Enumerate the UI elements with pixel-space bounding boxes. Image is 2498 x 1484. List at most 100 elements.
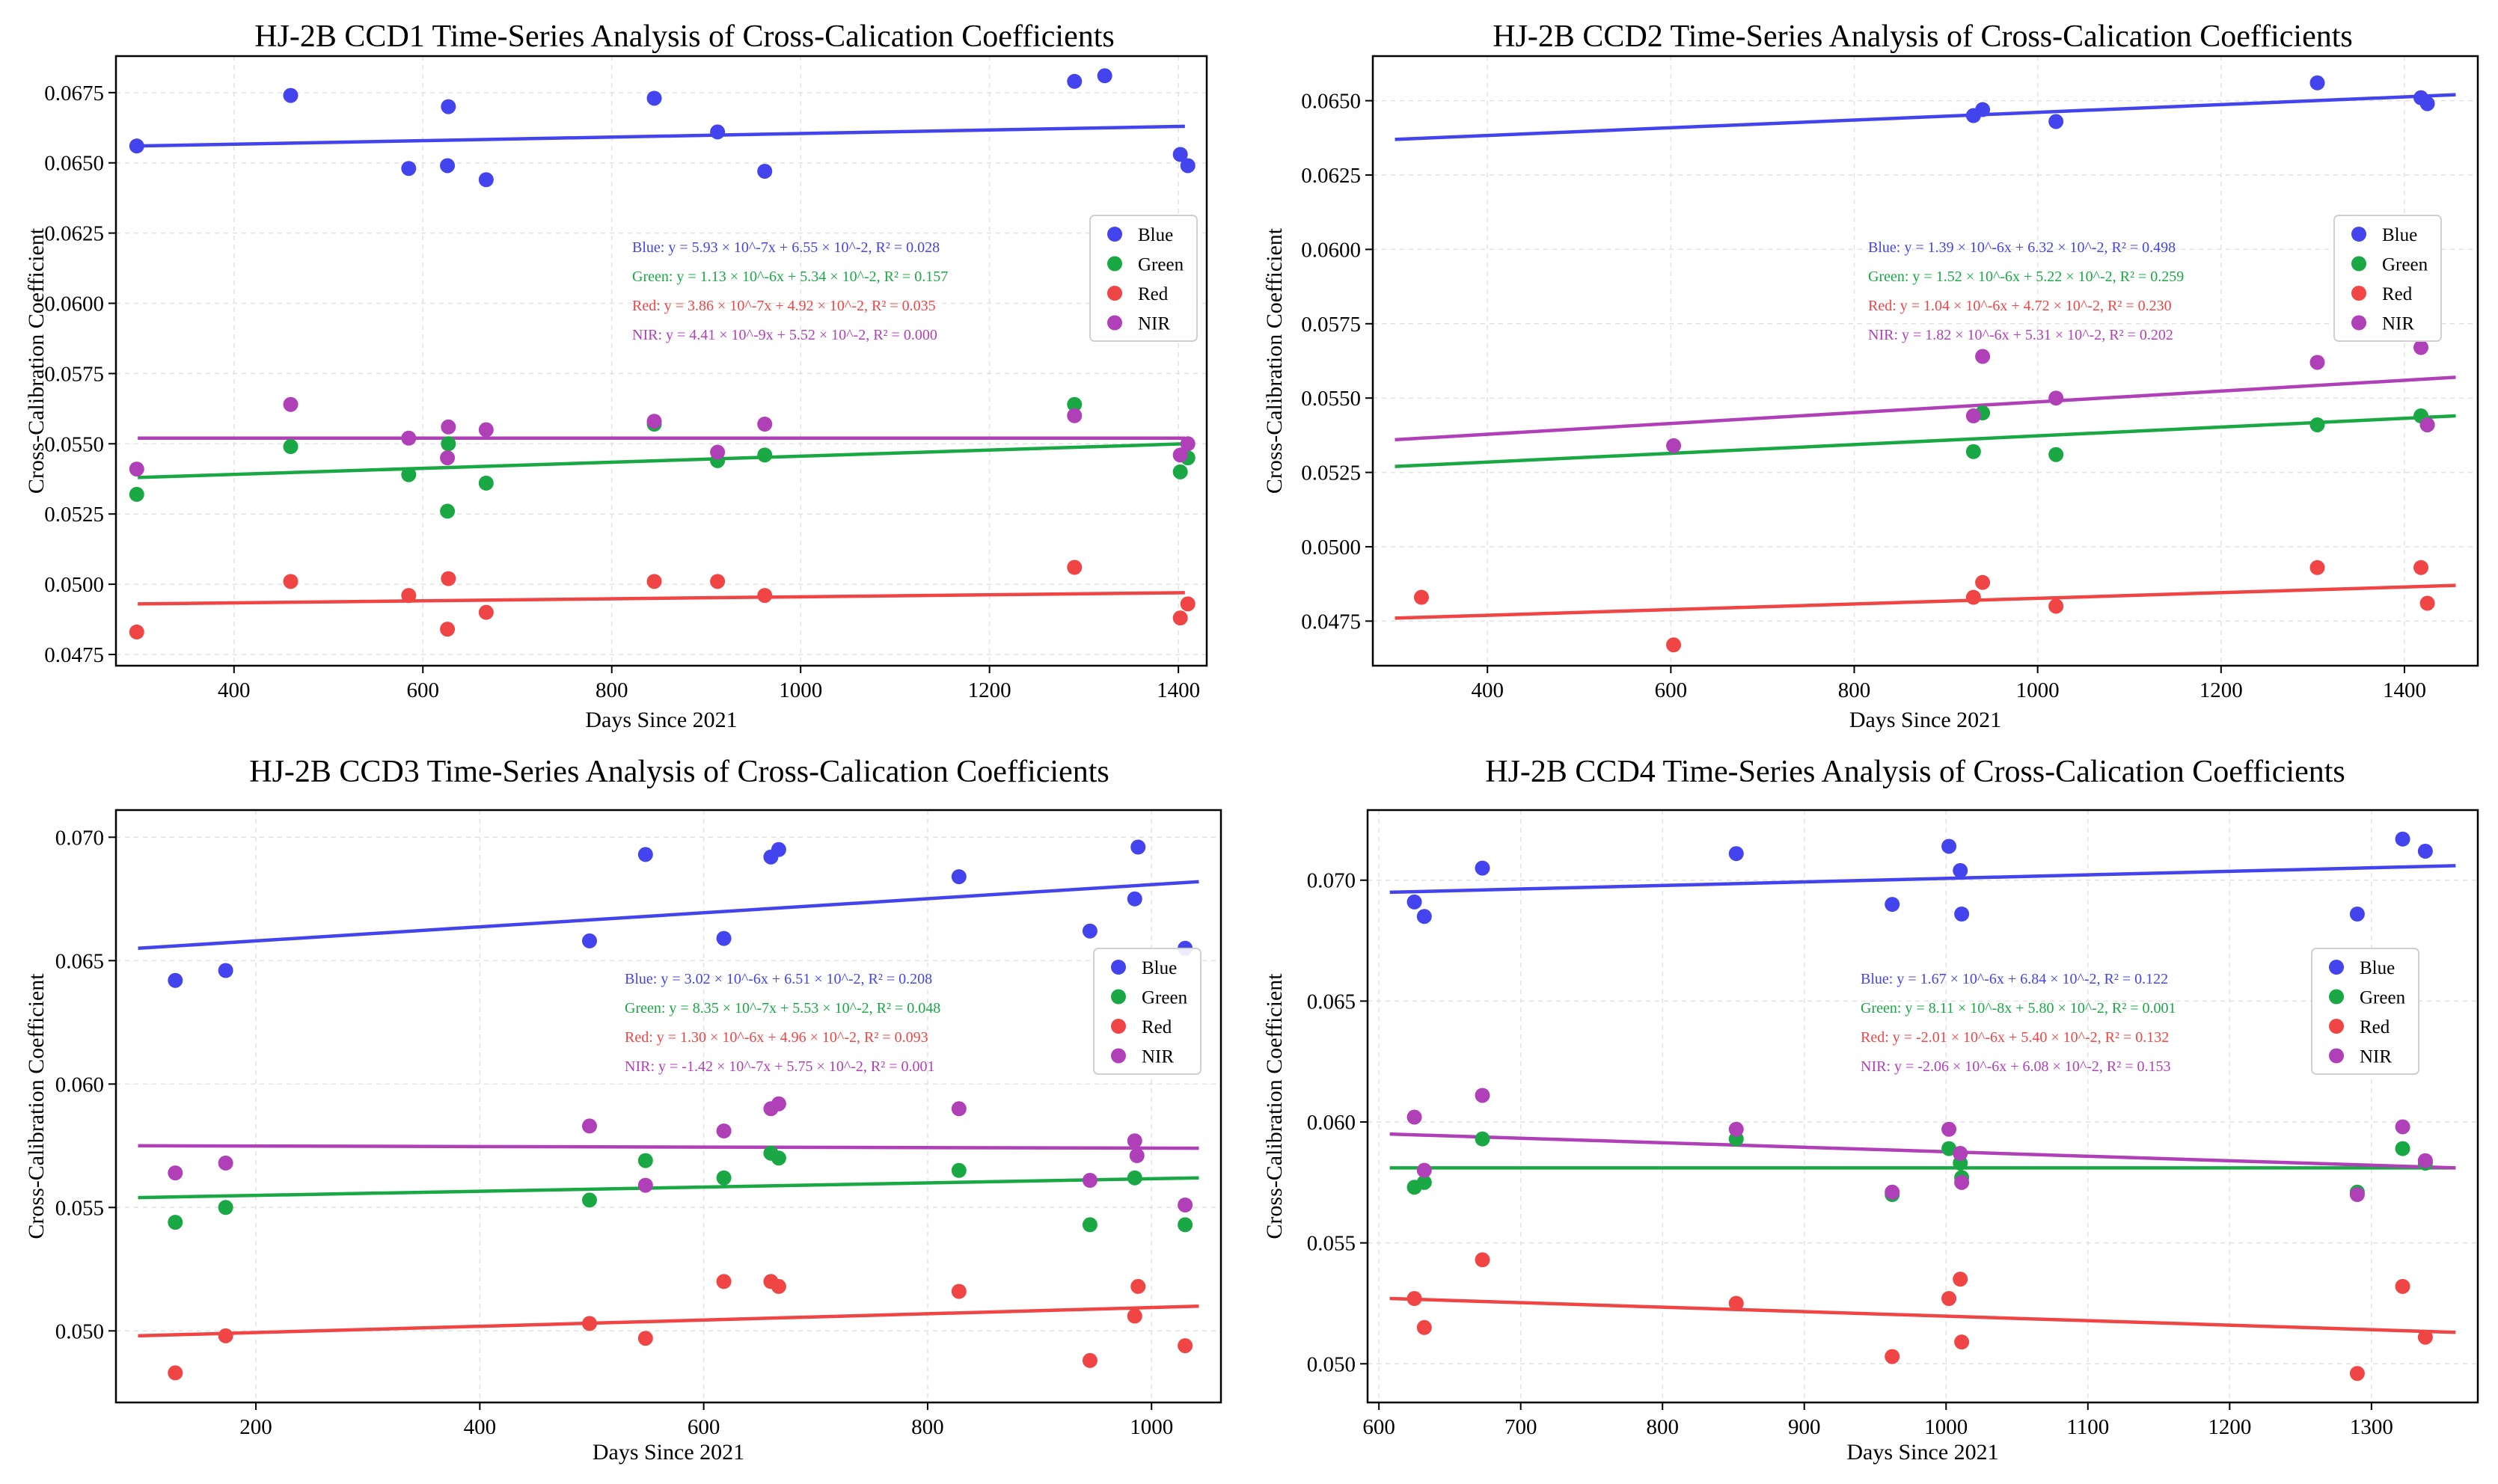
data-point-blue <box>646 91 662 106</box>
data-point-blue <box>1127 891 1142 907</box>
legend: Blue Green Red NIR <box>2333 215 2442 342</box>
plot-area <box>116 56 1207 666</box>
legend-marker-nir <box>1107 315 1122 331</box>
data-point-nir <box>218 1155 233 1171</box>
legend-label-red: Red <box>2382 284 2413 304</box>
equation-green: Green: y = 1.52 × 10^-6x + 5.22 × 10^-2,… <box>1868 269 2184 285</box>
chart-panel-ccd3: 200 400 600 800 1000 0.050 0.055 0.060 0.065 0.07… <box>24 755 1222 1465</box>
equation-blue: Blue: y = 5.93 × 10^-7x + 6.55 × 10^-2, … <box>632 239 940 256</box>
data-point-blue <box>478 172 494 188</box>
data-point-nir <box>1416 1162 1432 1178</box>
data-point-blue <box>710 124 726 140</box>
y-axis-label: Cross-Calibration Coefficient <box>1262 973 1287 1239</box>
data-point-red <box>2309 559 2325 575</box>
data-point-blue <box>2419 96 2435 111</box>
data-point-blue <box>2048 114 2064 129</box>
x-tick-label: 600 <box>1362 1415 1395 1439</box>
data-point-nir <box>2309 355 2325 370</box>
data-point-nir <box>710 444 726 460</box>
y-tick-label: 0.050 <box>55 1319 104 1343</box>
data-point-red <box>441 571 456 586</box>
data-point-red <box>2413 559 2429 575</box>
data-point-green <box>1172 464 1188 479</box>
x-tick-label: 1000 <box>1924 1415 1968 1439</box>
legend-label-blue: Blue <box>2360 958 2395 978</box>
data-point-green <box>2309 417 2325 432</box>
data-point-nir <box>1178 1198 1193 1212</box>
plot-frame <box>1366 809 2479 1404</box>
legend-marker-blue <box>2329 960 2344 975</box>
y-tick-label: 0.055 <box>55 1196 104 1220</box>
legend-marker-nir <box>2329 1048 2344 1064</box>
data-point-red <box>478 604 494 620</box>
legend: Blue Green Red NIR <box>1093 948 1201 1075</box>
data-point-nir <box>646 414 662 429</box>
data-point-nir <box>637 1177 653 1193</box>
fit-line-blue <box>138 880 1199 951</box>
data-point-green <box>129 486 144 502</box>
data-point-nir <box>1941 1121 1957 1137</box>
x-tick-label: 600 <box>688 1415 720 1439</box>
chart-title: HJ-2B CCD4 Time-Series Analysis of Cross… <box>1485 755 2345 789</box>
legend-label-red: Red <box>2360 1017 2390 1037</box>
y-tick-label: 0.0650 <box>1301 90 1361 114</box>
y-tick-label: 0.050 <box>1307 1352 1356 1376</box>
chart-title: HJ-2B CCD1 Time-Series Analysis of Cross… <box>254 19 1115 54</box>
chart-panel-ccd1: 400 600 800 1000 1200 1400 0.0475 0.0500 0.0525 0… <box>24 19 1208 732</box>
data-point-nir <box>283 396 299 412</box>
legend-label-nir: NIR <box>1138 314 1170 334</box>
legend-marker-red <box>1107 286 1122 301</box>
y-tick-label: 0.070 <box>55 826 104 850</box>
legend-label-blue: Blue <box>1142 958 1177 978</box>
data-point-blue <box>1475 860 1490 876</box>
fit-line-nir <box>138 1144 1199 1150</box>
data-point-blue <box>1180 158 1196 174</box>
legend-label-red: Red <box>1142 1017 1172 1037</box>
fit-line-red <box>138 1304 1199 1338</box>
data-point-blue <box>441 99 456 114</box>
data-point-blue <box>757 163 773 179</box>
legend-marker-green <box>1107 256 1122 272</box>
data-point-green <box>1475 1131 1490 1147</box>
data-point-green <box>2048 447 2064 462</box>
data-point-green <box>637 1153 653 1168</box>
legend-label-green: Green <box>2382 255 2428 275</box>
data-point-red <box>1082 1352 1098 1368</box>
equation-green: Green: y = 1.13 × 10^-6x + 5.34 × 10^-2,… <box>632 269 948 285</box>
y-tick-label: 0.060 <box>55 1073 104 1097</box>
data-point-red <box>1975 574 1991 590</box>
data-point-red <box>168 1365 183 1381</box>
data-point-red <box>1127 1308 1142 1324</box>
x-tick-label: 1400 <box>2383 678 2426 702</box>
data-point-nir <box>1728 1121 1744 1137</box>
data-point-blue <box>283 88 299 103</box>
data-point-red <box>1941 1290 1957 1306</box>
data-point-green <box>757 447 773 463</box>
legend-label-blue: Blue <box>2382 225 2417 245</box>
legend-marker-red <box>2351 286 2366 301</box>
legend-marker-red <box>2329 1019 2344 1034</box>
x-tick-label: 200 <box>239 1415 272 1439</box>
x-tick-label: 1000 <box>1130 1415 1173 1439</box>
data-point-nir <box>1975 349 1991 364</box>
data-point-red <box>1416 1319 1432 1335</box>
data-point-nir <box>2395 1119 2410 1135</box>
data-point-blue <box>1975 102 1991 117</box>
y-tick-label: 0.0500 <box>44 573 104 597</box>
data-point-nir <box>1180 436 1196 452</box>
data-point-nir <box>951 1101 967 1117</box>
data-point-nir <box>757 417 773 432</box>
data-point-blue <box>1406 894 1422 910</box>
data-point-blue <box>1416 909 1432 925</box>
data-point-blue <box>1067 73 1083 89</box>
x-tick-label: 1000 <box>2016 678 2060 702</box>
data-point-blue <box>716 930 732 946</box>
data-point-red <box>1172 610 1188 626</box>
fit-line-red <box>1389 1296 2456 1334</box>
data-point-blue <box>1953 862 1968 878</box>
data-point-nir <box>1172 447 1188 463</box>
x-axis-label: Days Since 2021 <box>1849 708 2001 732</box>
equation-blue: Blue: y = 3.02 × 10^-6x + 6.51 × 10^-2, … <box>625 971 932 987</box>
fit-line-red <box>1395 583 2456 620</box>
